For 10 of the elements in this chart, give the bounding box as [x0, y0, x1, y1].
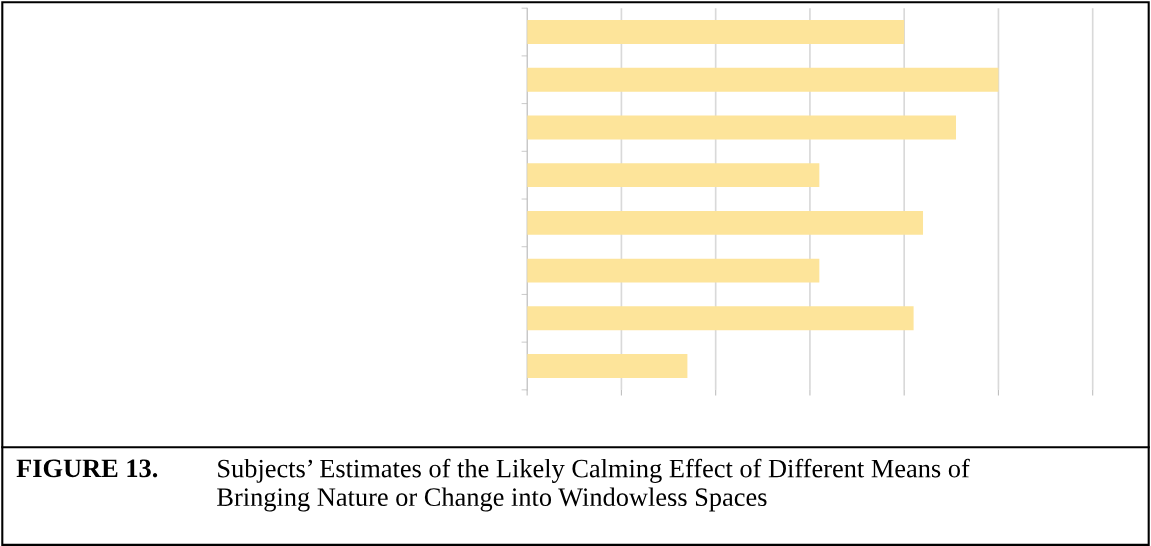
bar	[527, 258, 820, 283]
bar	[527, 67, 999, 92]
bar	[527, 115, 957, 140]
text: Subjects’ Estimates of the Likely Calming Effect of Different Means of Bringing Nature or Change into Windowless Spaces	[217, 458, 970, 512]
bar	[527, 20, 905, 44]
bar	[527, 210, 924, 235]
bar	[527, 354, 688, 378]
bar	[527, 163, 820, 188]
text: FIGURE 13.	[16, 459, 158, 478]
bar	[527, 306, 914, 331]
